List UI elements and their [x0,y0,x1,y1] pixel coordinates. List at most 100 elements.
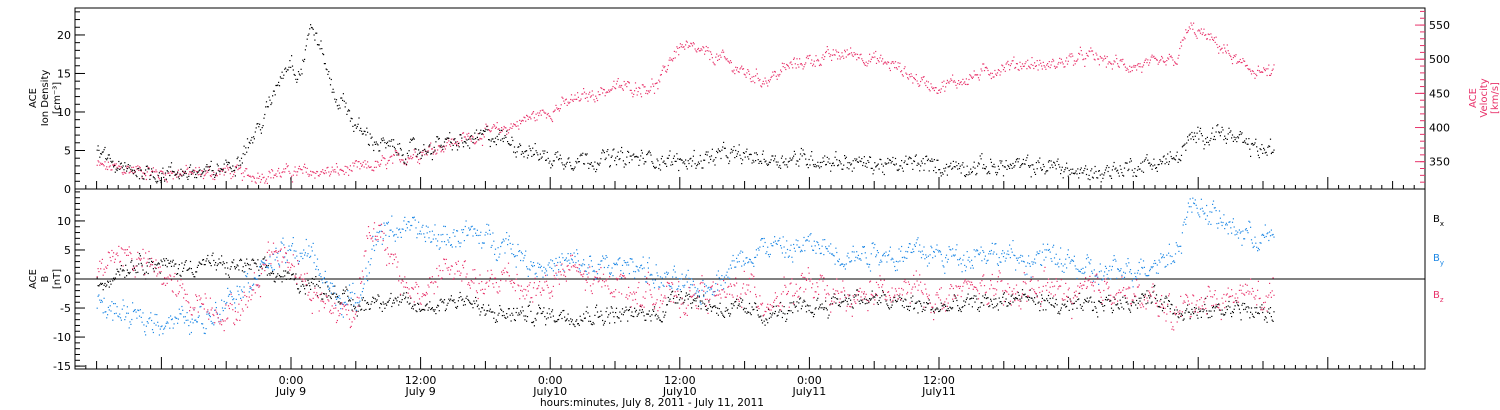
density-point [200,175,202,178]
bx-point [1048,302,1050,304]
bx-point [1135,304,1137,306]
bx-point [205,260,207,262]
by-point [455,246,457,248]
bx-point [571,319,573,321]
density-point [443,145,445,147]
bx-point [1214,307,1216,309]
bx-point [163,258,165,260]
velocity-point [202,170,204,172]
density-point [917,162,919,164]
by-point [320,276,322,278]
velocity-point [189,171,192,173]
velocity-point [478,139,480,141]
velocity-point [1068,55,1070,57]
by-point [348,297,350,299]
density-point [888,162,890,164]
density-point [1197,126,1199,128]
velocity-point [1259,71,1261,73]
density-point [293,73,295,76]
density-point [314,39,316,41]
velocity-point [1208,33,1210,36]
by-point [756,254,758,256]
bx-point [392,302,394,304]
bx-point [443,299,446,301]
density-point [309,28,311,30]
bx-point [731,307,733,309]
by-point [602,257,605,259]
density-point [670,164,672,166]
bx-point [234,266,236,268]
velocity-point [1237,61,1240,63]
bx-point [1166,297,1168,299]
velocity-point [631,92,633,94]
bx-point [896,300,898,302]
velocity-point [432,153,434,155]
bx-point [799,297,802,299]
bx-point [1216,306,1218,308]
by-point [271,267,273,269]
by-point [520,251,522,253]
density-point [1157,164,1159,166]
bx-point [426,303,428,305]
velocity-point [495,126,497,128]
density-point [853,167,855,169]
density-point [728,162,730,165]
velocity-point [104,161,106,163]
bx-point [1042,309,1044,311]
bx-point [240,258,242,260]
density-point [265,101,268,103]
velocity-point [1042,61,1044,63]
density-point [631,159,633,161]
velocity-point [507,129,509,131]
velocity-point [951,79,953,81]
bx-point [1054,302,1056,305]
velocity-point [691,45,694,47]
velocity-point [149,175,151,177]
velocity-point [1063,66,1065,68]
velocity-point [196,171,198,173]
density-point [951,168,953,170]
bx-point [449,300,451,302]
velocity-point [335,163,338,165]
density-point [1165,158,1167,160]
velocity-point [1117,65,1119,67]
by-point [496,259,498,262]
bx-point [1153,286,1155,288]
bx-point [1181,314,1183,316]
density-point [234,169,236,171]
velocity-point [809,54,811,56]
velocity-point [635,87,637,89]
density-point [715,157,717,159]
by-point [770,243,772,245]
velocity-point [610,89,612,91]
bx-point [1136,299,1138,302]
bx-point [182,270,184,272]
velocity-point [595,95,597,97]
density-point [941,172,943,174]
density-point [105,158,107,160]
density-point [361,133,363,135]
bx-point [242,266,244,268]
velocity-point [1075,60,1077,62]
bx-point [818,306,821,308]
by-point [337,296,339,299]
velocity-point [918,85,920,87]
density-point [120,162,122,164]
by-point [558,256,560,258]
density-point [408,150,410,152]
bx-point [777,314,779,316]
bx-point [517,314,519,316]
density-point [1041,169,1043,171]
by-point [487,233,489,235]
bx-point [415,310,417,312]
by-point [750,261,752,263]
velocity-point [282,171,284,173]
bx-point [368,308,370,310]
velocity-point [899,62,901,64]
velocity-point [952,81,954,83]
by-point [258,275,260,277]
velocity-point [1145,58,1147,60]
density-point [234,175,236,177]
bx-point [252,258,254,260]
velocity-point [335,171,337,173]
